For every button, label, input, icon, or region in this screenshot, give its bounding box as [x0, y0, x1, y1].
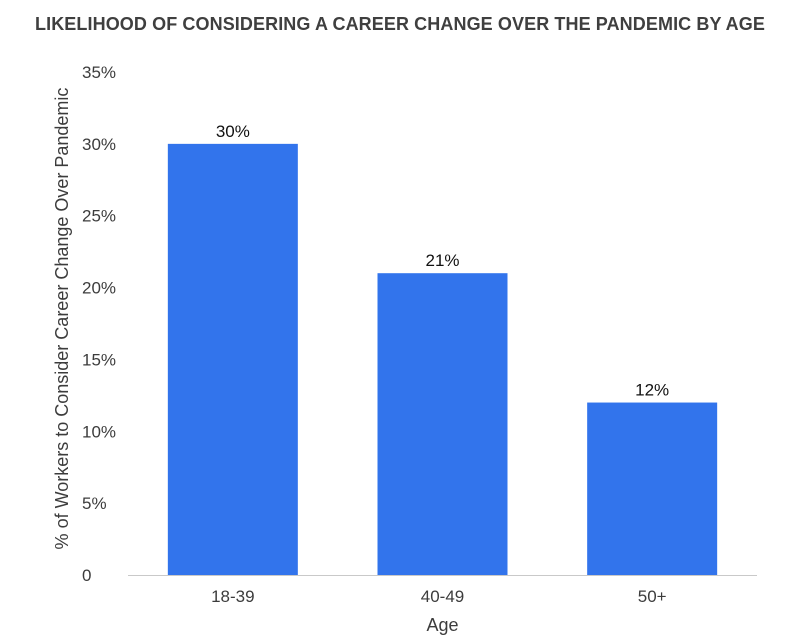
y-tick-label: 15%: [82, 350, 116, 369]
y-tick-label: 20%: [82, 279, 116, 298]
y-tick-label: 30%: [82, 135, 116, 154]
data-labels: 30% 21% 12%: [216, 122, 669, 400]
y-axis-title: % of Workers to Consider Career Change O…: [52, 88, 72, 550]
x-tick-label: 18-39: [211, 587, 254, 606]
y-tick-label: 25%: [82, 207, 116, 226]
x-tick-label: 50+: [638, 587, 667, 606]
data-label: 30%: [216, 122, 250, 141]
x-axis-title: Age: [426, 615, 458, 635]
x-axis: 18-39 40-49 50+: [211, 587, 667, 606]
bar-40-49: [377, 273, 508, 575]
data-label: 21%: [425, 251, 459, 270]
bar-18-39: [167, 143, 298, 575]
y-axis: 0 5% 10% 15% 20% 25% 30% 35%: [82, 63, 116, 585]
x-tick-label: 40-49: [421, 587, 464, 606]
bar-series: [167, 143, 718, 575]
chart-title: LIKELIHOOD OF CONSIDERING A CAREER CHANG…: [35, 14, 765, 34]
y-tick-label: 0: [82, 566, 91, 585]
y-tick-label: 5%: [82, 494, 107, 513]
data-label: 12%: [635, 381, 669, 400]
y-tick-label: 10%: [82, 422, 116, 441]
bar-50+: [587, 402, 718, 575]
y-tick-label: 35%: [82, 63, 116, 82]
